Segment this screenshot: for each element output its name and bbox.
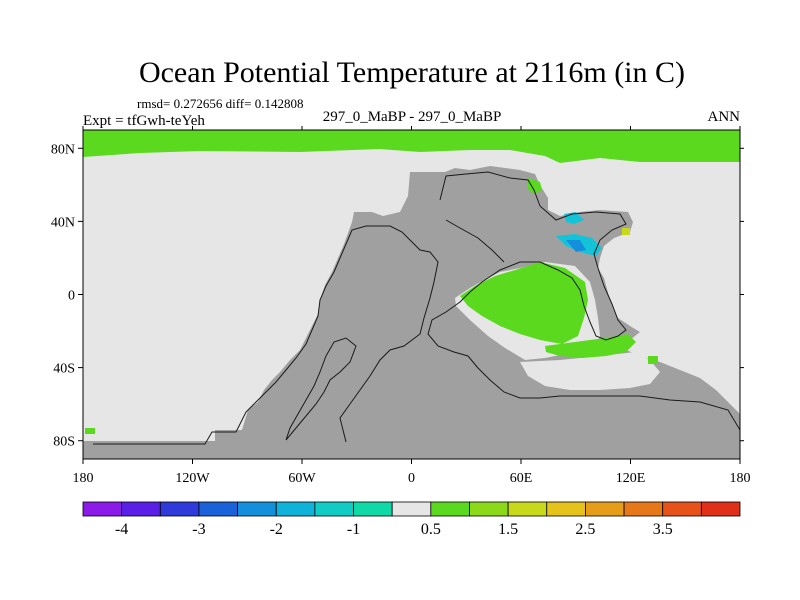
colorbar-swatch — [159, 501, 200, 517]
pacific-anomaly — [85, 428, 95, 434]
colorbar-swatch — [469, 501, 509, 517]
colorbar-swatch — [585, 501, 625, 517]
colorbar-label: -4 — [115, 521, 128, 538]
colorbar-swatch — [353, 501, 393, 517]
x-tick-label: 180 — [73, 471, 94, 486]
colorbar-swatch — [121, 501, 161, 517]
colorbar-label: 0.5 — [421, 521, 441, 538]
colorbar-label: 3.5 — [653, 521, 673, 538]
colorbar-swatch — [507, 501, 548, 517]
colorbar: -4 -3 -2 -1 0.5 1.5 2.5 3.5 — [82, 501, 741, 538]
coastline-inland — [445, 219, 505, 263]
blue-patch — [566, 240, 586, 252]
colorbar-label: -3 — [192, 521, 205, 538]
x-tick-label: 180 — [730, 471, 751, 486]
colorbar-swatch — [275, 501, 316, 517]
coastline-old-world — [427, 171, 741, 431]
colorbar-swatch — [391, 501, 432, 517]
y-tick-label: 40S — [53, 362, 75, 377]
colorbar-swatch — [198, 501, 238, 517]
southern-anomaly — [545, 334, 636, 358]
colorbar-swatch — [662, 501, 702, 517]
stats-label: rmsd= 0.272656 diff= 0.142808 — [137, 96, 303, 111]
colorbar-swatch — [314, 501, 354, 517]
southern-basin — [520, 352, 660, 390]
colorbar-swatch — [546, 501, 586, 517]
colorbar-label: 1.5 — [498, 521, 518, 538]
x-tick-label: 120E — [616, 471, 646, 486]
arctic-anomaly — [83, 130, 740, 163]
x-tick-label: 60E — [510, 471, 533, 486]
y-tick-label: 40N — [51, 215, 75, 230]
colorbar-label: -2 — [270, 521, 283, 538]
experiment-label: Expt = tfGwh-teYeh — [83, 113, 205, 129]
colorbar-swatch — [700, 501, 741, 517]
north-anomaly — [527, 178, 542, 194]
equatorial-anomaly — [460, 262, 588, 344]
map-field — [83, 130, 741, 459]
y-tick-label: 80N — [51, 142, 75, 157]
coastline-southern-tip — [285, 337, 357, 441]
colorbar-label: 2.5 — [575, 521, 595, 538]
colorbar-swatch — [430, 501, 470, 517]
yellow-patch — [622, 228, 630, 235]
case-label: 297_0_MaBP - 297_0_MaBP — [323, 109, 502, 125]
colorbar-swatch — [82, 501, 123, 517]
map-axes: 180 120W 60W 0 60E 120E 180 80N 40N 0 40S 80S — [51, 126, 751, 486]
colorbar-swatch — [237, 501, 277, 517]
y-tick-label: 0 — [68, 289, 75, 304]
colorbar-swatch — [623, 501, 664, 517]
colorbar-label: -1 — [347, 521, 360, 538]
coastline-americas — [93, 225, 439, 445]
x-tick-label: 0 — [408, 471, 415, 486]
x-tick-label: 60W — [288, 471, 316, 486]
x-tick-label: 120W — [175, 471, 210, 486]
y-tick-label: 80S — [53, 435, 75, 450]
period-label: ANN — [708, 109, 741, 125]
chart-title: Ocean Potential Temperature at 2116m (in… — [139, 56, 685, 89]
plot-frame — [82, 129, 741, 460]
east-anomaly — [648, 356, 658, 364]
